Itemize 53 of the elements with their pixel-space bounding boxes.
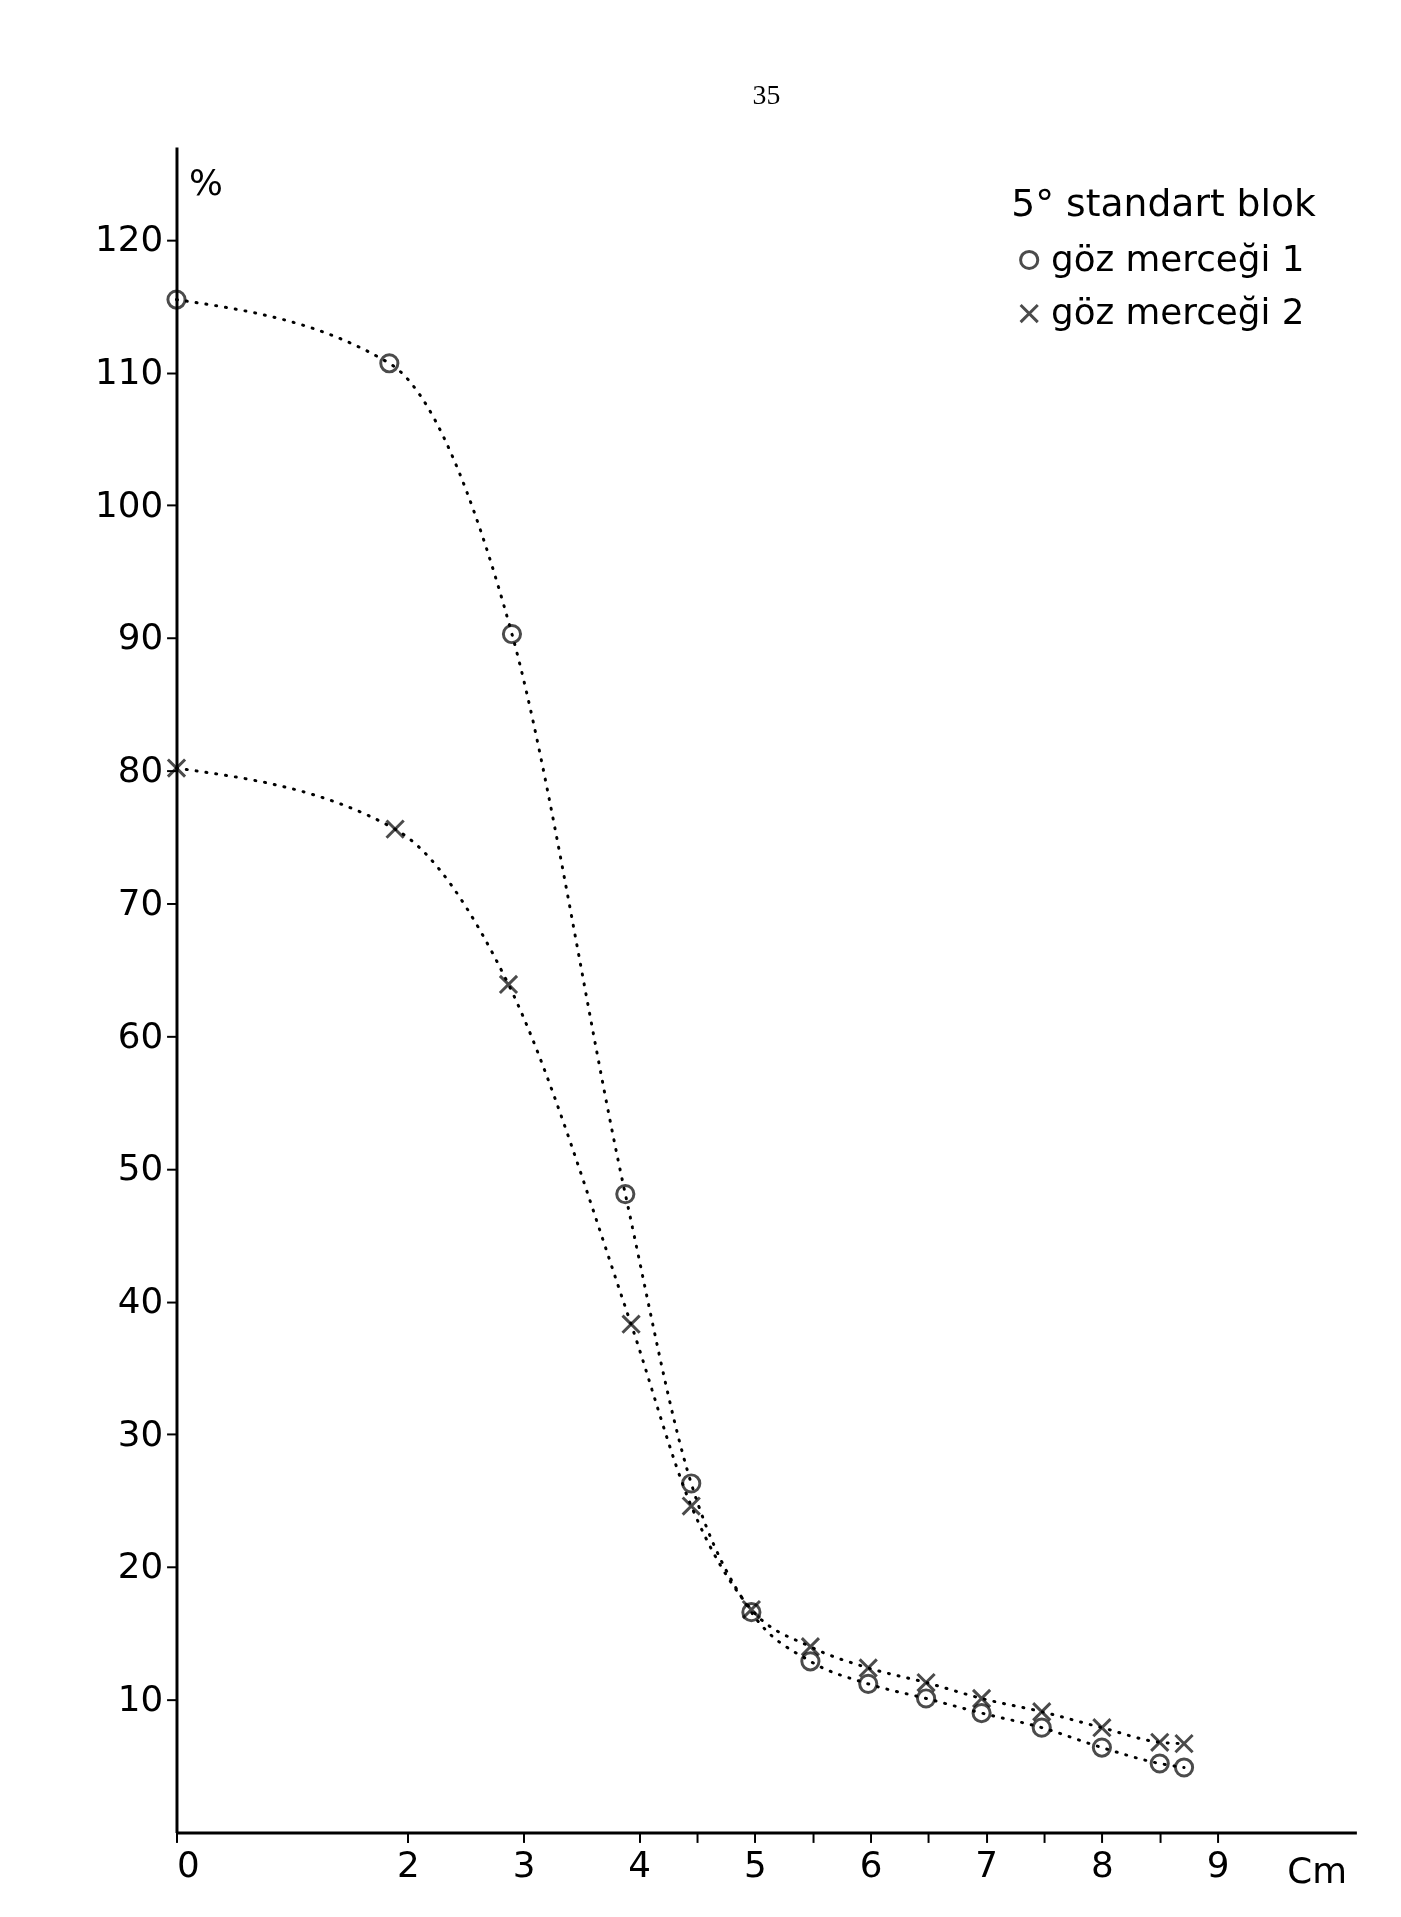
point (681, 1495, 702, 1517)
x-tick-label: 5 (744, 1843, 767, 1885)
point (1091, 1737, 1112, 1758)
point (681, 1473, 702, 1494)
x-axis-title: Cm (1287, 1849, 1347, 1891)
point (1149, 1753, 1170, 1774)
y-tick-label: 80 (117, 749, 164, 791)
x-tick-label: 4 (628, 1843, 652, 1885)
x-tick-label: 9 (1206, 1843, 1230, 1885)
y-tick-label: 120 (94, 218, 164, 260)
text: 35 (752, 79, 781, 111)
point (498, 974, 519, 995)
x-tick-label: 2 (396, 1843, 420, 1885)
point (971, 1703, 992, 1724)
y-tick-label: 50 (117, 1147, 164, 1189)
y-tick-label: 40 (117, 1280, 164, 1322)
y-tick-label: 100 (94, 483, 164, 525)
y-axis-title: % (188, 162, 223, 204)
point (858, 1657, 879, 1679)
point (915, 1688, 937, 1709)
y-tick-label: 90 (117, 616, 164, 658)
point (1173, 1757, 1195, 1778)
point (385, 819, 406, 840)
point (166, 758, 187, 779)
point (858, 1673, 879, 1694)
point (621, 1314, 642, 1335)
y-tick-label: 30 (117, 1412, 164, 1454)
point (1149, 1732, 1170, 1753)
point (800, 1636, 821, 1657)
point (379, 353, 400, 374)
y-tick-label: 60 (117, 1014, 164, 1056)
y-tick-label: 20 (117, 1545, 164, 1587)
point (1031, 1717, 1052, 1738)
x-tick-label: 3 (512, 1843, 536, 1885)
x-tick-label: 6 (859, 1843, 883, 1885)
point (971, 1688, 992, 1709)
x-tick-label: 8 (1091, 1843, 1114, 1885)
legend-title: 5° standart blok (1011, 181, 1317, 226)
y-tick-label: 10 (117, 1678, 164, 1720)
point (615, 1184, 636, 1205)
y-tick-label: 110 (94, 350, 164, 392)
point (1173, 1733, 1195, 1754)
point (501, 623, 523, 645)
legend-label: göz merceği 2 (1051, 291, 1305, 333)
x-tick-label: 7 (975, 1843, 999, 1885)
legend-label: göz merceği 1 (1051, 237, 1305, 279)
point (800, 1651, 821, 1672)
x-tick-label: 0 (176, 1843, 200, 1885)
point (915, 1672, 937, 1693)
point (166, 289, 187, 310)
y-tick-label: 70 (117, 881, 164, 923)
point (1031, 1701, 1052, 1722)
point (1091, 1717, 1112, 1738)
